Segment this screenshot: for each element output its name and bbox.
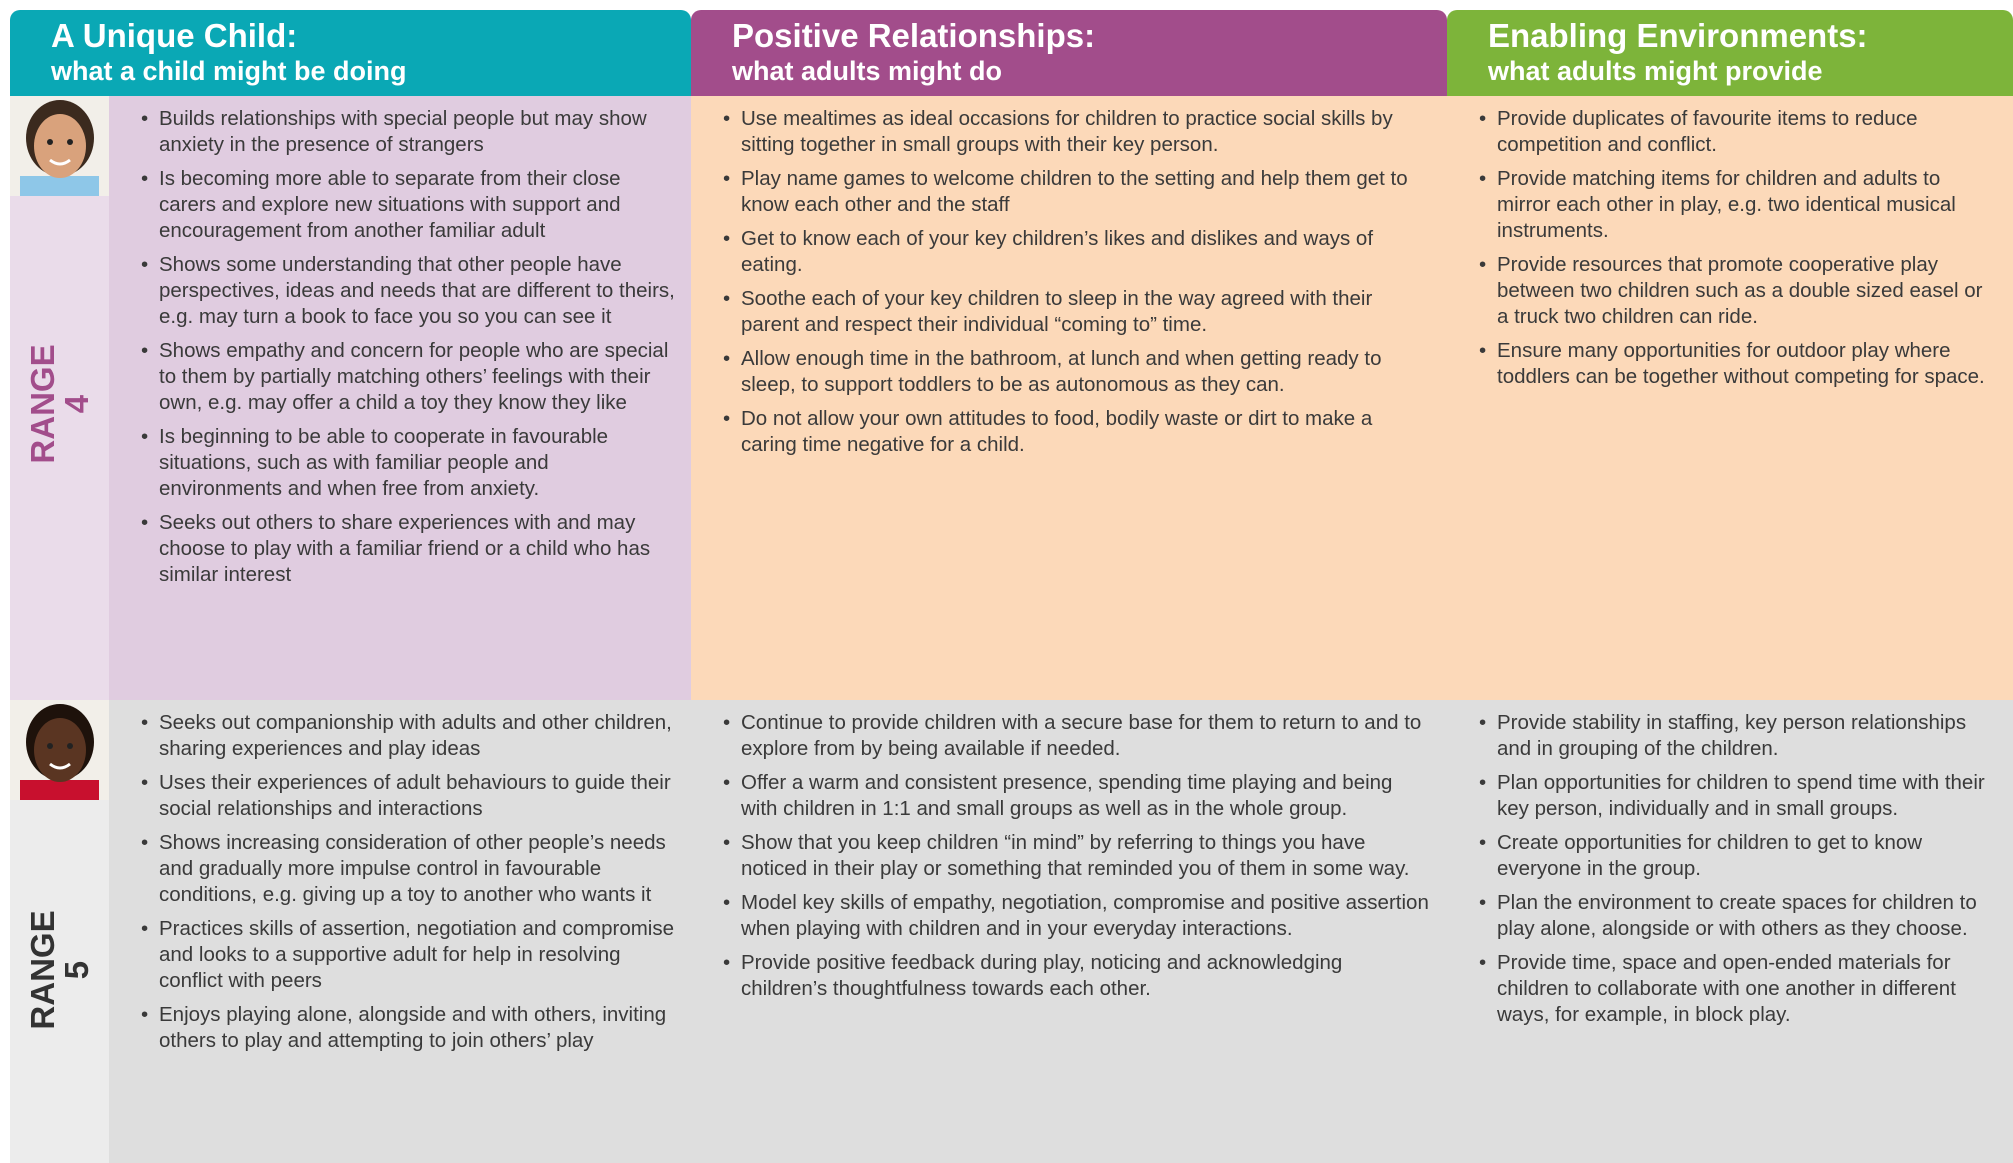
bullet-item: Plan opportunities for children to spend… <box>1479 770 1999 822</box>
header-title: Positive Relationships: <box>732 17 1096 54</box>
header-subtitle: what adults might do <box>732 56 1002 86</box>
cell: Seeks out companionship with adults and … <box>109 700 691 1163</box>
column-header: Enabling Environments: what adults might … <box>1447 10 2013 96</box>
bullet-item: Get to know each of your key children’s … <box>723 226 1433 278</box>
column-header: A Unique Child: what a child might be doi… <box>10 10 691 96</box>
range-side: RANGE 4 <box>10 96 109 700</box>
bullet-list: Builds relationships with special people… <box>141 106 677 588</box>
bullet-item: Is beginning to be able to cooperate in … <box>141 424 677 502</box>
bullet-item: Ensure many opportunities for outdoor pl… <box>1479 338 1999 390</box>
range-side: RANGE 5 <box>10 700 109 1163</box>
bullet-item: Uses their experiences of adult behaviou… <box>141 770 677 822</box>
cell: Builds relationships with special people… <box>109 96 691 700</box>
cell: Continue to provide children with a secu… <box>691 700 1447 1163</box>
cell: Provide stability in staffing, key perso… <box>1447 700 2013 1163</box>
bullet-list: Continue to provide children with a secu… <box>723 710 1433 1002</box>
bullet-item: Shows increasing consideration of other … <box>141 830 677 908</box>
range-number: 5 <box>58 960 95 980</box>
range-label: RANGE 5 <box>24 910 95 1030</box>
bullet-item: Continue to provide children with a secu… <box>723 710 1433 762</box>
column-header: Positive Relationships: what adults might… <box>691 10 1447 96</box>
bullet-list: Provide duplicates of favourite items to… <box>1479 106 1999 390</box>
range-word: RANGE <box>24 344 61 464</box>
bullet-list: Seeks out companionship with adults and … <box>141 710 677 1054</box>
cell: Provide duplicates of favourite items to… <box>1447 96 2013 700</box>
bullet-item: Create opportunities for children to get… <box>1479 830 1999 882</box>
bullet-item: Do not allow your own attitudes to food,… <box>723 406 1433 458</box>
bullet-item: Show that you keep children “in mind” by… <box>723 830 1433 882</box>
bullet-list: Provide stability in staffing, key perso… <box>1479 710 1999 1028</box>
bullet-item: Seeks out companionship with adults and … <box>141 710 677 762</box>
bullet-item: Provide resources that promote cooperati… <box>1479 252 1999 330</box>
range-number: 4 <box>58 394 95 414</box>
bullet-item: Play name games to welcome children to t… <box>723 166 1433 218</box>
bullet-item: Provide stability in staffing, key perso… <box>1479 710 1999 762</box>
bullet-item: Use mealtimes as ideal occasions for chi… <box>723 106 1433 158</box>
bullet-item: Enjoys playing alone, alongside and with… <box>141 1002 677 1054</box>
bullet-item: Allow enough time in the bathroom, at lu… <box>723 346 1433 398</box>
child-photo <box>10 700 109 800</box>
range-label: RANGE 4 <box>24 344 95 464</box>
bullet-item: Shows empathy and concern for people who… <box>141 338 677 416</box>
bullet-item: Provide positive feedback during play, n… <box>723 950 1433 1002</box>
header-subtitle: what a child might be doing <box>51 56 407 86</box>
bullet-item: Offer a warm and consistent presence, sp… <box>723 770 1433 822</box>
bullet-item: Provide duplicates of favourite items to… <box>1479 106 1999 158</box>
bullet-item: Plan the environment to create spaces fo… <box>1479 890 1999 942</box>
bullet-item: Builds relationships with special people… <box>141 106 677 158</box>
child-photo <box>10 96 109 196</box>
bullet-item: Model key skills of empathy, negotiation… <box>723 890 1433 942</box>
bullet-item: Practices skills of assertion, negotiati… <box>141 916 677 994</box>
bullet-item: Shows some understanding that other peop… <box>141 252 677 330</box>
bullet-item: Soothe each of your key children to slee… <box>723 286 1433 338</box>
header-subtitle: what adults might provide <box>1488 56 1823 86</box>
bullet-item: Provide matching items for children and … <box>1479 166 1999 244</box>
cell: Use mealtimes as ideal occasions for chi… <box>691 96 1447 700</box>
bullet-list: Use mealtimes as ideal occasions for chi… <box>723 106 1433 458</box>
header-title: Enabling Environments: <box>1488 17 1868 54</box>
bullet-item: Provide time, space and open-ended mater… <box>1479 950 1999 1028</box>
bullet-item: Is becoming more able to separate from t… <box>141 166 677 244</box>
header-title: A Unique Child: <box>51 17 298 54</box>
table: A Unique Child: what a child might be doi… <box>10 10 2013 1163</box>
range-word: RANGE <box>24 910 61 1030</box>
bullet-item: Seeks out others to share experiences wi… <box>141 510 677 588</box>
